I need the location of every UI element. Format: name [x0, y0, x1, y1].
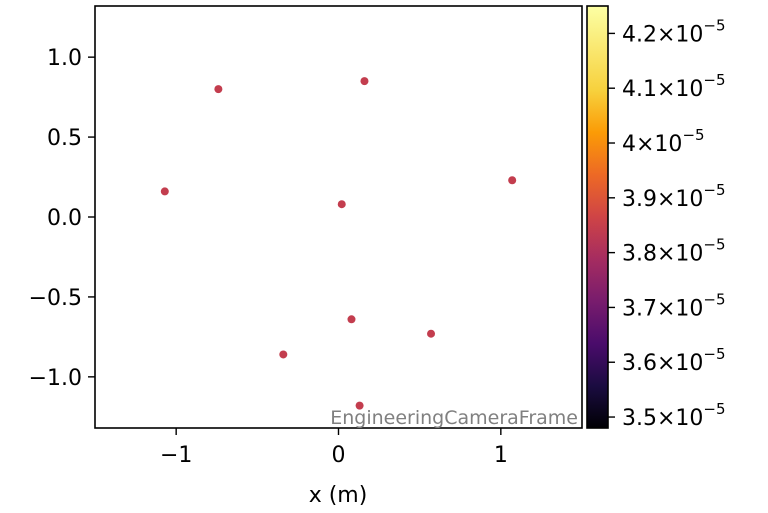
x-tick-label: 0: [332, 443, 346, 468]
x-axis-label: x (m): [309, 483, 368, 508]
data-point-9: [355, 401, 364, 410]
x-tick-label: 1: [494, 443, 508, 468]
y-tick-label: −1.0: [29, 366, 82, 391]
colorbar: [587, 6, 608, 428]
y-tick-label: 1.0: [47, 46, 82, 71]
colorbar-tick-label: 3.9×10−5: [622, 181, 726, 212]
colorbar-tick-label: 3.8×10−5: [622, 236, 726, 267]
x-axis: −1 0 1: [160, 428, 508, 468]
data-point-4: [337, 200, 346, 209]
data-point-8: [279, 350, 288, 359]
colorbar-tick-label: 3.7×10−5: [622, 290, 726, 321]
data-point-2: [360, 77, 369, 86]
data-point-3: [160, 187, 169, 196]
data-point-5: [508, 176, 517, 185]
points-layer: [160, 77, 517, 410]
data-point-6: [347, 315, 356, 324]
colorbar-tick-label: 3.5×10−5: [622, 400, 726, 431]
frame-label: EngineeringCameraFrame: [330, 407, 578, 429]
colorbar-tick-label: 4.1×10−5: [622, 71, 726, 102]
data-point-7: [427, 329, 436, 338]
colorbar-axis: 3.5×10−5 3.6×10−5 3.7×10−5 3.8×10−5 3.9×10−5…: [608, 16, 726, 431]
y-axis: 1.0 0.5 0.0 −0.5 −1.0: [29, 46, 95, 391]
colorbar-tick-label: 4×10−5: [622, 126, 705, 157]
colorbar-tick-label: 4.2×10−5: [622, 16, 726, 47]
colorbar-frame: [586, 5, 609, 429]
y-tick-label: 0.0: [47, 206, 82, 231]
x-tick-label: −1: [160, 443, 192, 468]
y-tick-label: 0.5: [47, 126, 82, 151]
data-point-1: [214, 85, 223, 94]
colorbar-tick-label: 3.6×10−5: [622, 345, 726, 376]
y-tick-label: −0.5: [29, 286, 82, 311]
plot-area: [95, 6, 582, 428]
